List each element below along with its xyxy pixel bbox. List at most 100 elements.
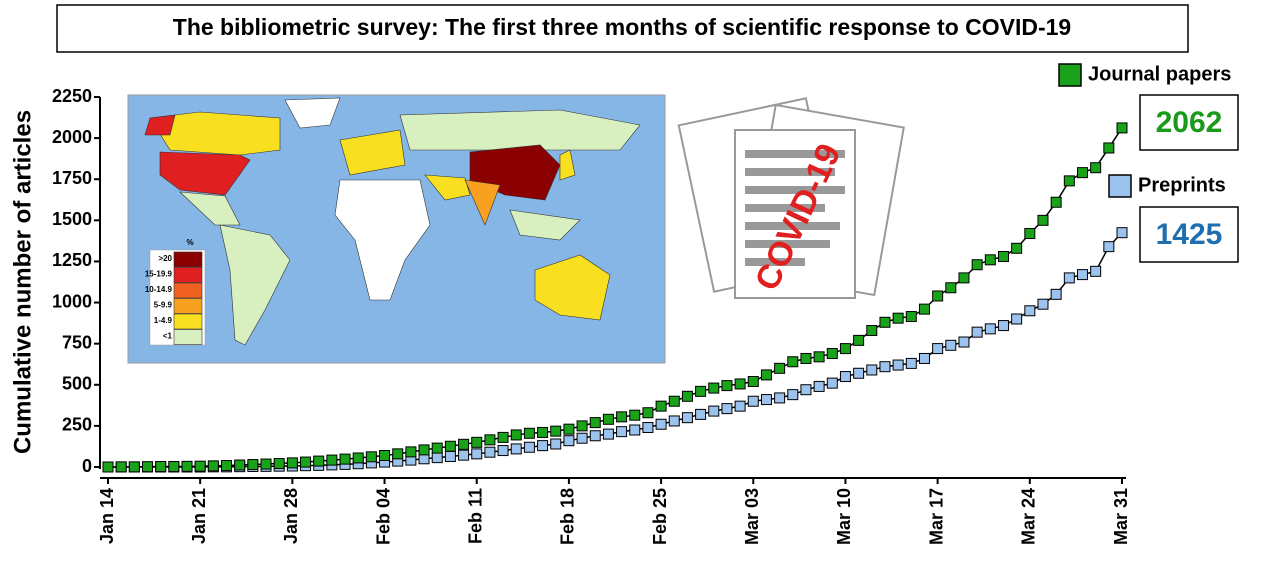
marker [1090, 162, 1102, 174]
marker [774, 392, 786, 404]
marker [155, 461, 167, 473]
x-tick-label: Mar 03 [742, 488, 762, 545]
map-legend-label: 10-14.9 [145, 285, 173, 294]
y-tick-label: 2000 [52, 127, 92, 147]
marker [326, 454, 338, 466]
marker [1103, 241, 1115, 253]
marker [905, 311, 917, 323]
marker [695, 408, 707, 420]
marker [958, 272, 970, 284]
marker [945, 282, 957, 294]
marker [892, 359, 904, 371]
marker [971, 259, 983, 271]
map-legend-swatch [173, 267, 203, 283]
marker [181, 460, 193, 472]
marker [616, 426, 628, 438]
marker [510, 443, 522, 455]
marker [629, 424, 641, 436]
marker [313, 455, 325, 467]
x-tick-label: Feb 04 [373, 488, 393, 545]
marker [997, 251, 1009, 263]
marker [273, 458, 285, 470]
marker [932, 343, 944, 355]
marker [866, 364, 878, 376]
marker [1024, 227, 1036, 239]
map-legend-swatch [173, 313, 203, 330]
x-tick-label: Mar 17 [926, 488, 946, 545]
marker [523, 441, 535, 453]
map-legend-label: >20 [158, 254, 172, 263]
marker [247, 459, 259, 471]
x-tick-label: Jan 28 [281, 488, 301, 544]
marker [418, 444, 430, 456]
marker [550, 438, 562, 450]
marker [984, 323, 996, 335]
marker [1037, 298, 1049, 310]
marker [813, 380, 825, 392]
marker [668, 415, 680, 427]
marker [918, 352, 930, 364]
marker [207, 460, 219, 472]
marker [655, 418, 667, 430]
marker [826, 377, 838, 389]
marker [352, 452, 364, 464]
map-legend-label: 15-19.9 [145, 270, 173, 279]
y-tick-label: 0 [82, 456, 92, 476]
marker [115, 461, 127, 473]
x-tick-label: Jan 14 [97, 488, 117, 544]
y-tick-label: 500 [62, 374, 92, 394]
x-tick-label: Feb 11 [465, 488, 485, 544]
marker [234, 459, 246, 471]
marker [800, 384, 812, 396]
documents-icon: COVID-19 [677, 97, 905, 299]
title-box [56, 4, 1189, 53]
marker [958, 336, 970, 348]
marker [484, 434, 496, 446]
marker [365, 451, 377, 463]
marker [642, 407, 654, 419]
marker [774, 362, 786, 374]
marker [471, 448, 483, 460]
marker [379, 449, 391, 461]
legend-label: Preprints [1138, 174, 1226, 196]
map-legend-swatch [173, 329, 203, 345]
marker [879, 361, 891, 373]
marker [339, 453, 351, 465]
world-map [127, 94, 666, 364]
marker [471, 436, 483, 448]
marker [1103, 142, 1115, 154]
marker [168, 461, 180, 473]
marker [194, 460, 206, 472]
marker [102, 461, 114, 473]
marker [563, 423, 575, 435]
marker [1076, 269, 1088, 281]
marker [853, 334, 865, 346]
x-tick-label: Feb 18 [558, 488, 578, 545]
marker [932, 290, 944, 302]
marker [892, 312, 904, 324]
marker [616, 411, 628, 423]
map-legend-label: 1-4.9 [154, 316, 173, 325]
x-tick-label: Mar 24 [1019, 488, 1039, 545]
marker [800, 352, 812, 364]
marker [721, 380, 733, 392]
marker [576, 420, 588, 432]
y-tick-label: 1000 [52, 291, 92, 311]
marker [787, 389, 799, 401]
marker [866, 325, 878, 337]
marker [695, 385, 707, 397]
y-tick-label: 1750 [52, 168, 92, 188]
marker [681, 412, 693, 424]
y-tick-label: 2250 [52, 86, 92, 106]
marker [286, 457, 298, 469]
y-tick-label: 1250 [52, 250, 92, 270]
marker [300, 456, 312, 468]
legend-label: Journal papers [1088, 63, 1231, 85]
marker [260, 458, 272, 470]
marker [128, 461, 140, 473]
marker [405, 446, 417, 458]
y-tick-label: 750 [62, 332, 92, 352]
marker [708, 382, 720, 394]
marker [1116, 122, 1128, 134]
marker [747, 395, 759, 407]
